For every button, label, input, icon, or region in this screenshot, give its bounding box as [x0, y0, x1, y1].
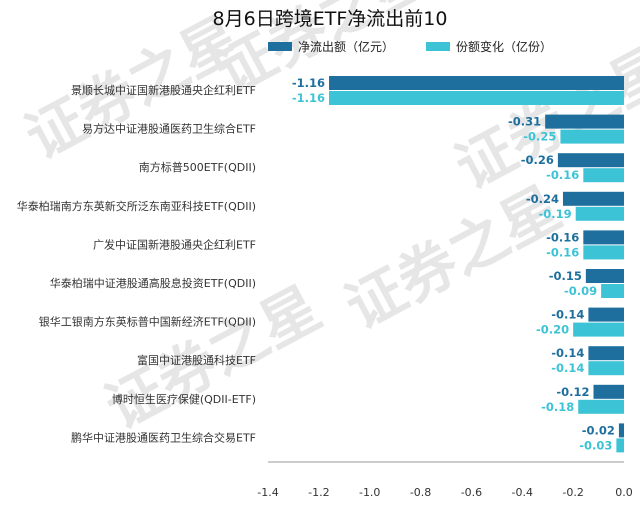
x-axis: -1.4 -1.2 -1.0 -0.8 -0.6 -0.4 -0.2 0.0 [257, 461, 633, 499]
share-change-bar [583, 245, 624, 260]
legend-label-2: 份额变化（亿份） [456, 39, 552, 54]
net-outflow-value-label: -0.12 [556, 385, 589, 399]
value-labels: -1.16-0.31-0.26-0.24-0.16-0.15-0.14-0.14… [292, 76, 615, 452]
share-change-bar [573, 322, 624, 337]
legend-label-1: 净流出额（亿元） [298, 39, 394, 54]
net-outflow-value-label: -0.16 [546, 230, 579, 244]
x-tick-label: -1.4 [257, 486, 278, 499]
share-change-value-label: -0.20 [536, 323, 569, 337]
chart-title: 8月6日跨境ETF净流出前10 [213, 8, 448, 30]
share-change-bar [578, 399, 624, 414]
category-label: 银华工银南方东英标普中国新经济ETF(QDII) [39, 315, 256, 329]
legend-swatch-2 [426, 42, 450, 51]
share-change-value-label: -0.03 [579, 438, 612, 452]
legend: 净流出额（亿元） 份额变化（亿份） [268, 39, 552, 54]
net-outflow-value-label: -1.16 [292, 76, 325, 90]
net-outflow-bar [562, 191, 624, 206]
net-outflow-bar [329, 76, 624, 90]
category-label: 景顺长城中证国新港股通央企红利ETF [71, 83, 256, 97]
net-outflow-bar [557, 153, 624, 168]
legend-swatch-1 [268, 42, 292, 51]
share-change-value-label: -0.16 [546, 168, 579, 182]
net-outflow-bar [593, 384, 624, 399]
share-change-bar [329, 91, 624, 105]
x-tick-label: -1.2 [308, 486, 329, 499]
net-outflow-value-label: -0.14 [551, 346, 584, 360]
bars [329, 76, 624, 453]
net-outflow-value-label: -0.14 [551, 308, 584, 322]
share-change-bar [616, 438, 624, 453]
net-outflow-bar [583, 230, 624, 245]
net-outflow-bar [545, 114, 624, 129]
category-label: 博时恒生医疗保健(QDII-ETF) [112, 392, 256, 406]
net-outflow-value-label: -0.02 [582, 423, 615, 437]
share-change-value-label: -0.18 [541, 400, 574, 414]
share-change-bar [583, 168, 624, 183]
share-change-value-label: -0.16 [546, 245, 579, 259]
net-outflow-value-label: -0.26 [521, 153, 554, 167]
net-outflow-value-label: -0.24 [526, 192, 559, 206]
x-tick-label: -0.8 [410, 486, 431, 499]
net-outflow-value-label: -0.15 [549, 269, 582, 283]
x-tick-label: -0.2 [562, 486, 583, 499]
share-change-value-label: -0.25 [523, 130, 556, 144]
category-label: 南方标普500ETF(QDII) [139, 160, 256, 174]
share-change-value-label: -0.09 [564, 284, 597, 298]
share-change-value-label: -0.19 [539, 207, 572, 221]
share-change-bar [575, 206, 624, 221]
net-outflow-bar [588, 346, 624, 361]
x-tick-label: 0.0 [615, 486, 633, 499]
x-tick-label: -0.6 [461, 486, 482, 499]
category-label: 易方达中证港股通医药卫生综合ETF [82, 122, 256, 136]
net-outflow-bar [618, 423, 624, 438]
category-label: 鹏华中证港股通医药卫生综合交易ETF [71, 430, 256, 444]
share-change-bar [601, 284, 624, 298]
net-outflow-bar [585, 269, 624, 283]
x-tick-label: -0.4 [512, 486, 533, 499]
category-label: 广发中证国新港股通央企红利ETF [93, 237, 256, 251]
share-change-value-label: -1.16 [292, 91, 325, 105]
share-change-value-label: -0.14 [551, 361, 584, 375]
category-labels: 景顺长城中证国新港股通央企红利ETF 易方达中证港股通医药卫生综合ETF 南方标普5… [17, 83, 256, 444]
x-tick-label: -1.0 [359, 486, 380, 499]
share-change-bar [588, 361, 624, 376]
net-outflow-value-label: -0.31 [508, 115, 541, 129]
category-label: 华泰柏瑞南方东英新交所泛东南亚科技ETF(QDII) [17, 199, 256, 213]
net-outflow-bar [588, 307, 624, 322]
category-label: 华泰柏瑞中证港股通高股息投资ETF(QDII) [50, 276, 256, 290]
share-change-bar [560, 129, 624, 144]
category-label: 富国中证港股通科技ETF [137, 353, 256, 367]
